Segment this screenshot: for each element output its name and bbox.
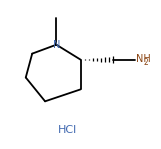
- Text: NH: NH: [136, 54, 151, 64]
- Text: N: N: [53, 40, 60, 50]
- Text: 2: 2: [144, 58, 149, 67]
- Text: HCl: HCl: [58, 125, 77, 135]
